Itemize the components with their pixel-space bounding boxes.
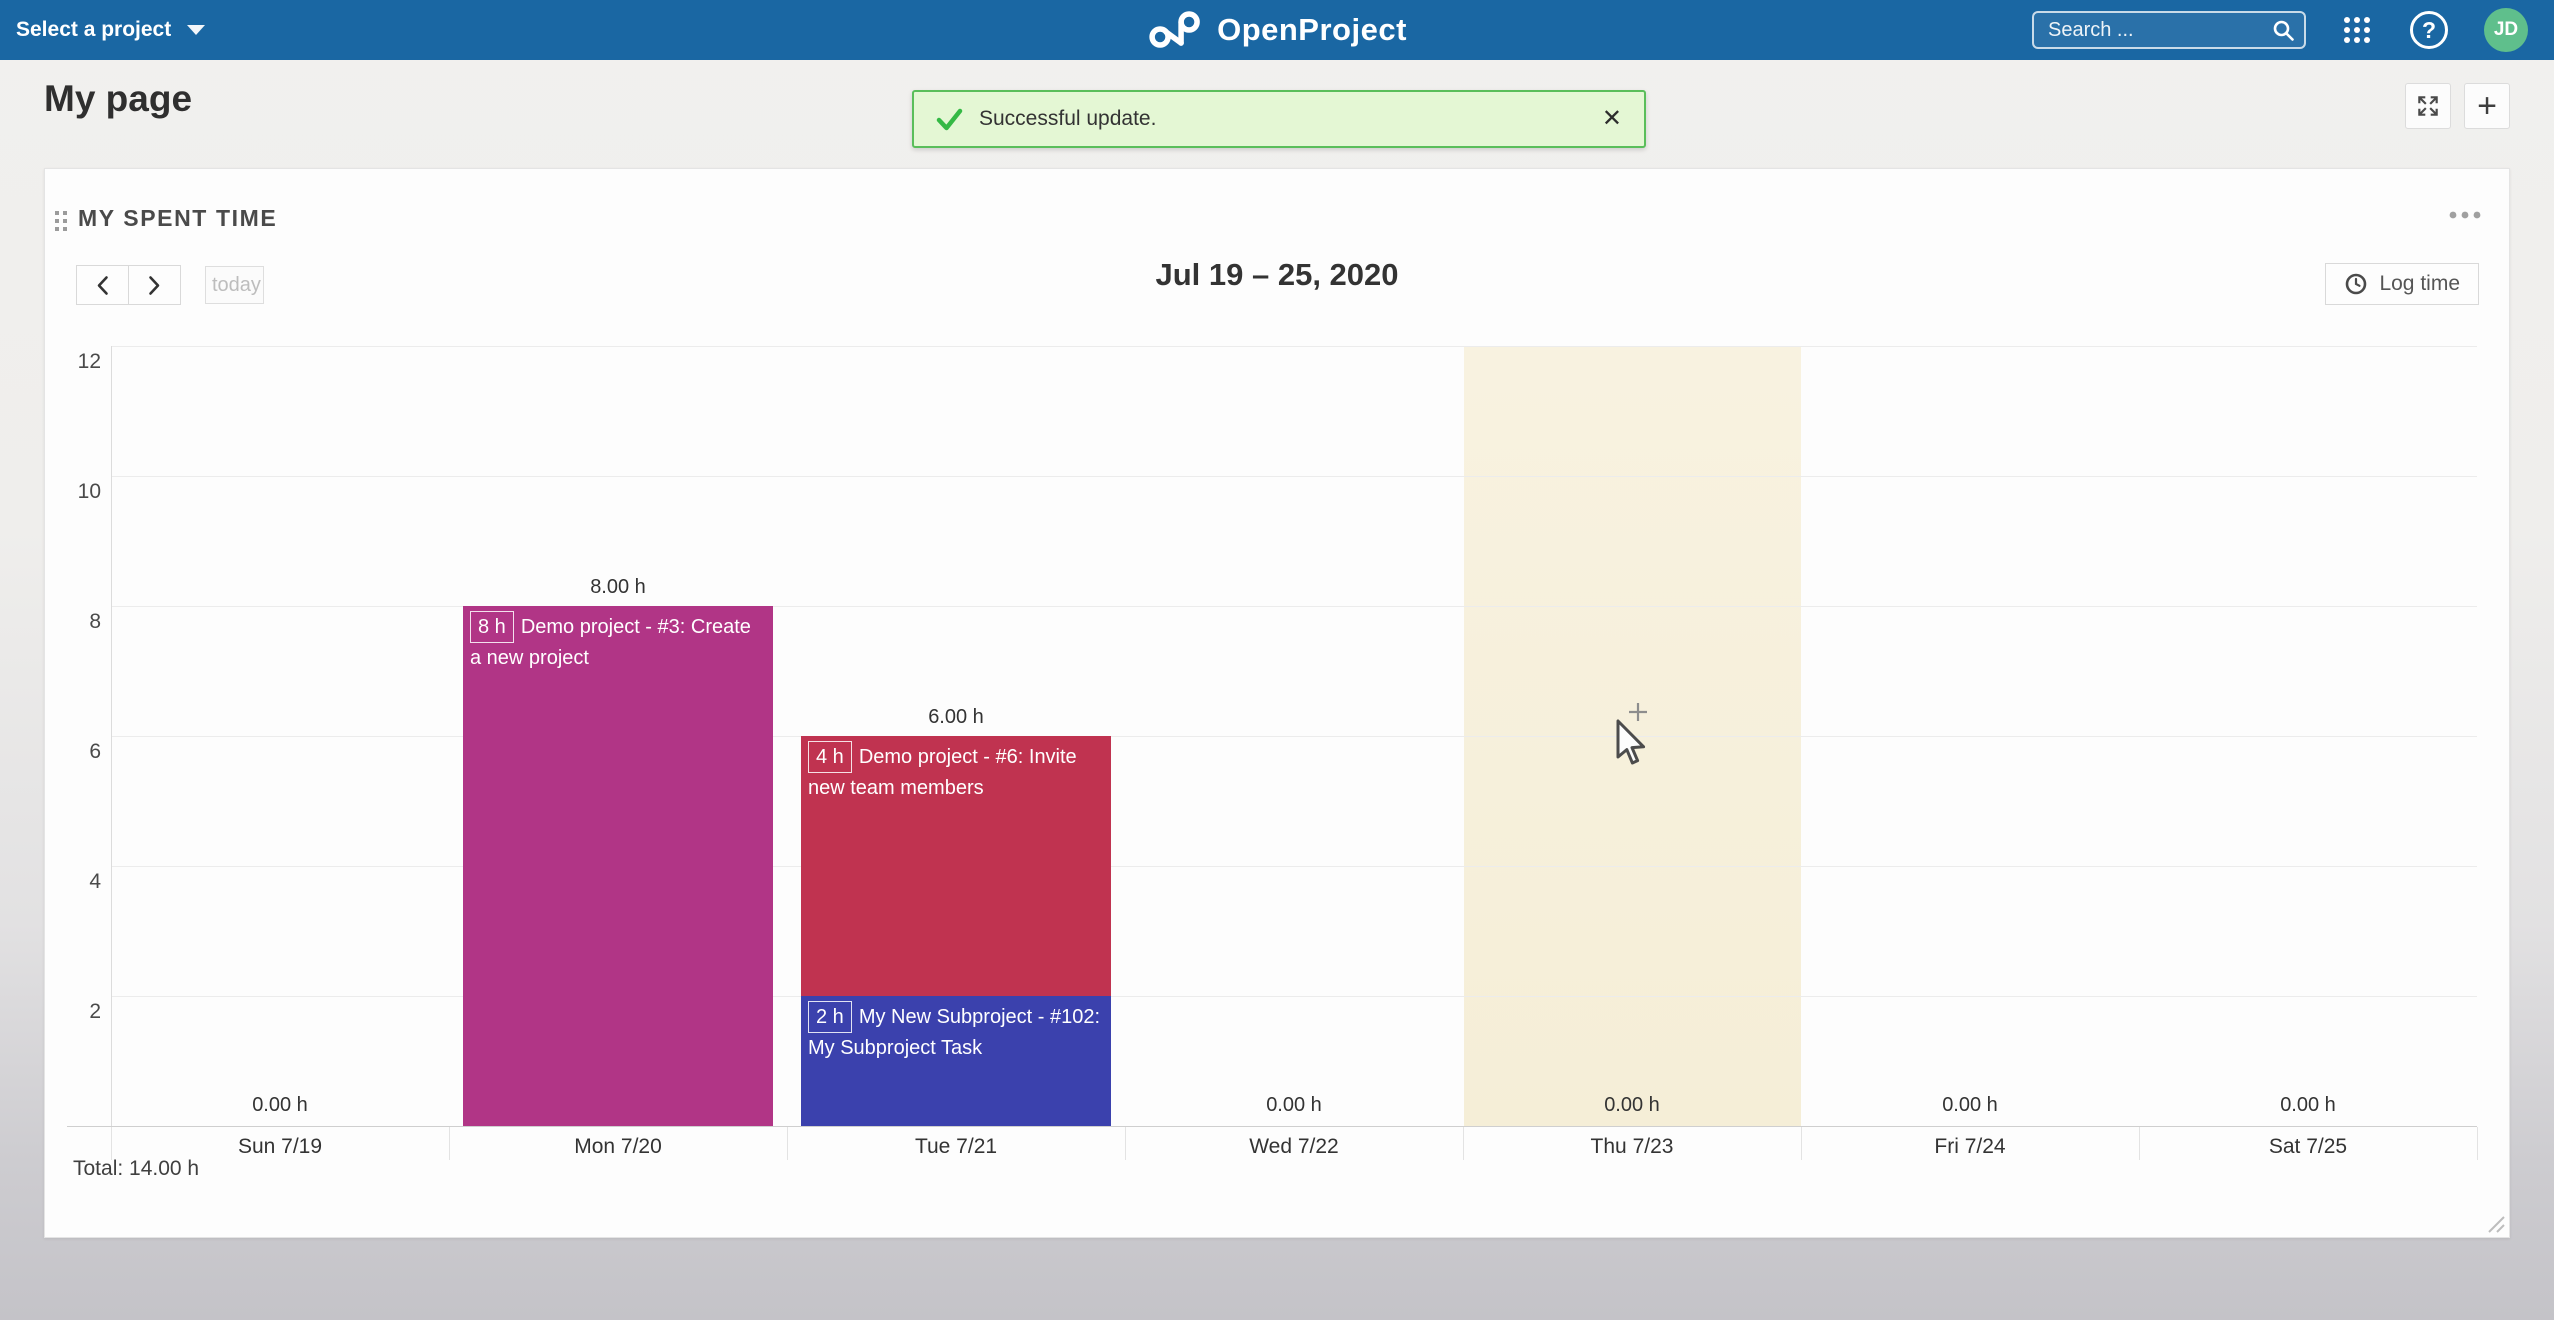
success-toast: Successful update. ✕	[912, 90, 1646, 148]
bar-total-label: 6.00 h	[928, 706, 984, 728]
check-icon	[936, 108, 963, 130]
bar-label: 4 h Demo project - #6: Invite new team me…	[801, 736, 1111, 808]
log-time-label: Log time	[2379, 272, 2460, 295]
period-title: Jul 19 – 25, 2020	[1155, 257, 1399, 292]
page-title: My page	[44, 78, 193, 119]
widget-resize-handle[interactable]	[2480, 1208, 2506, 1234]
today-button[interactable]: today	[205, 266, 264, 304]
drag-handle-icon[interactable]	[53, 209, 70, 233]
gridline	[111, 346, 2477, 347]
bar-hours-badge: 8 h	[470, 611, 514, 643]
help-glyph: ?	[2421, 16, 2437, 43]
day-separator	[2139, 1127, 2140, 1160]
chevron-right-icon	[149, 275, 160, 295]
zero-hours-label: 0.00 h	[1266, 1094, 1322, 1116]
ellipsis-icon	[2449, 211, 2481, 219]
day-label: Tue 7/21	[914, 1135, 998, 1158]
fullscreen-icon	[2418, 96, 2438, 116]
y-tick-label: 2	[89, 1000, 101, 1023]
spent-time-chart: 2 4 6 8 10 12 Sun 7/19 0.00 h Mon 7/20 8.00 h Tue …	[67, 346, 2478, 1160]
bar-label: 8 h Demo project - #3: Create a new proje…	[463, 606, 773, 678]
topbar-right: ? JD	[2032, 0, 2554, 60]
bar-segment[interactable]: 2 h My New Subproject - #102: My Subproje…	[801, 996, 1111, 1126]
gridline	[111, 866, 2477, 867]
zero-hours-label: 0.00 h	[1604, 1094, 1660, 1116]
widget-title: MY SPENT TIME	[78, 205, 278, 231]
brand-logo[interactable]: OpenProject	[1147, 0, 1407, 60]
bar-hours-badge: 2 h	[808, 1001, 852, 1033]
apps-grid-icon[interactable]	[2342, 15, 2372, 45]
gridline	[111, 996, 2477, 997]
page-actions: +	[2405, 83, 2510, 129]
fullscreen-button[interactable]	[2405, 83, 2451, 129]
bar-task-text: Demo project - #6: Invite new team membe…	[808, 746, 1077, 799]
y-tick-label: 6	[89, 740, 101, 763]
spent-time-widget: MY SPENT TIME today Jul 19 – 25, 2020	[44, 168, 2510, 1238]
bar-segment[interactable]: 8 h Demo project - #3: Create a new proje…	[463, 606, 773, 1126]
y-tick-label: 10	[77, 480, 101, 503]
zero-hours-label: 0.00 h	[1942, 1094, 1998, 1116]
close-icon[interactable]: ✕	[1601, 105, 1622, 132]
search-box	[2032, 11, 2306, 49]
day-label: Sat 7/25	[2268, 1135, 2348, 1158]
project-selector-label: Select a project	[16, 18, 172, 41]
day-separator	[2477, 1127, 2478, 1160]
openproject-logo-icon	[1149, 11, 1200, 48]
chevron-down-icon	[187, 25, 206, 35]
day-label: Fri 7/24	[1934, 1135, 2006, 1158]
widget-menu-button[interactable]	[2447, 209, 2483, 221]
day-separator	[1463, 1127, 1464, 1160]
clock-icon	[2346, 273, 2367, 295]
day-separator	[1801, 1127, 1802, 1160]
gridline	[111, 736, 2477, 737]
y-tick-label: 12	[77, 350, 101, 373]
help-icon[interactable]: ?	[2410, 11, 2448, 49]
day-separator	[1125, 1127, 1126, 1160]
zero-hours-label: 0.00 h	[252, 1094, 308, 1116]
y-axis-line	[111, 346, 112, 1126]
day-label: Wed 7/22	[1249, 1135, 1339, 1158]
bar-label: 2 h My New Subproject - #102: My Subproje…	[801, 996, 1111, 1068]
project-selector[interactable]: Select a project	[16, 0, 206, 60]
gridline	[111, 606, 2477, 607]
week-nav	[76, 265, 181, 305]
bar-task-text: My New Subproject - #102: My Subproject …	[808, 1006, 1101, 1059]
chevron-left-icon	[97, 275, 108, 295]
gridline	[111, 476, 2477, 477]
x-axis-line	[67, 1126, 2477, 1127]
search-icon[interactable]	[2271, 18, 2296, 43]
bar-total-label: 8.00 h	[590, 576, 646, 598]
add-widget-button[interactable]: +	[2464, 83, 2510, 129]
day-label: Mon 7/20	[574, 1135, 662, 1158]
day-separator	[449, 1127, 450, 1160]
y-tick-label: 4	[89, 870, 101, 893]
bar-segment[interactable]: 4 h Demo project - #6: Invite new team me…	[801, 736, 1111, 996]
y-tick-label: 8	[89, 610, 101, 633]
next-week-button[interactable]	[128, 265, 181, 305]
toast-message: Successful update.	[979, 107, 1157, 130]
topbar: Select a project OpenProject	[0, 0, 2554, 60]
day-label: Thu 7/23	[1590, 1135, 1674, 1158]
search-input[interactable]	[2032, 11, 2306, 49]
avatar[interactable]: JD	[2484, 8, 2528, 52]
bar-task-text: Demo project - #3: Create a new project	[470, 616, 751, 669]
day-separator	[111, 1127, 112, 1160]
day-label: Sun 7/19	[237, 1135, 323, 1158]
total-label: Total: 14.00 h	[73, 1157, 200, 1180]
bar-hours-badge: 4 h	[808, 741, 852, 773]
prev-week-button[interactable]	[76, 265, 129, 305]
day-separator	[787, 1127, 788, 1160]
brand-name: OpenProject	[1217, 12, 1407, 47]
log-time-button[interactable]: Log time	[2325, 263, 2479, 305]
zero-hours-label: 0.00 h	[2280, 1094, 2336, 1116]
